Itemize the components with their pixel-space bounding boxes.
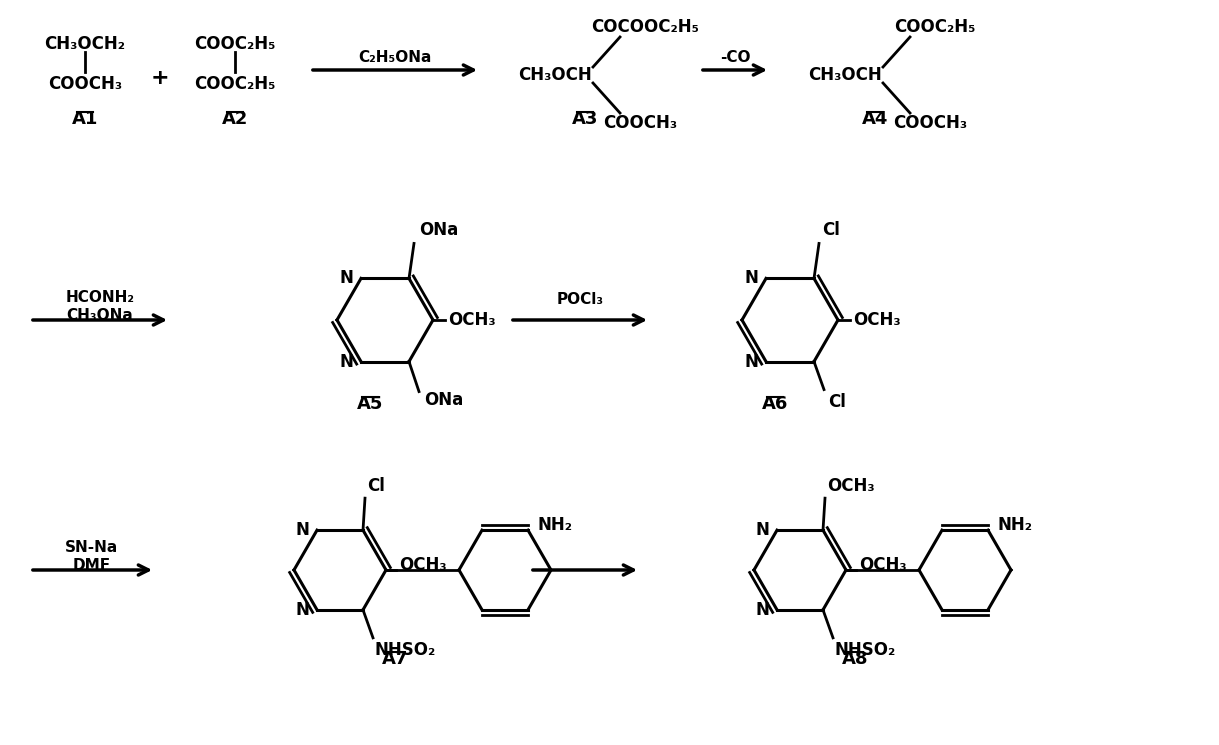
Text: OCH₃: OCH₃	[853, 311, 901, 329]
Text: A3: A3	[572, 110, 599, 128]
Text: CH₃ONa: CH₃ONa	[67, 308, 133, 323]
Text: CH₃OCH: CH₃OCH	[808, 66, 881, 84]
Text: OCH₃: OCH₃	[859, 556, 907, 574]
Text: NH₂: NH₂	[998, 516, 1032, 534]
Text: OCH₃: OCH₃	[449, 311, 496, 329]
Text: ONa: ONa	[424, 390, 463, 408]
Text: COOCH₃: COOCH₃	[603, 114, 677, 132]
Text: CH₃OCH₂: CH₃OCH₂	[45, 35, 126, 53]
Text: COCOOC₂H₅: COCOOC₂H₅	[591, 18, 698, 36]
Text: N: N	[755, 600, 769, 619]
Text: A5: A5	[357, 395, 383, 413]
Text: +: +	[151, 68, 169, 88]
Text: HCONH₂: HCONH₂	[66, 290, 134, 305]
Text: N: N	[755, 522, 769, 539]
Text: C₂H₅ONa: C₂H₅ONa	[358, 50, 432, 65]
Text: N: N	[744, 270, 758, 288]
Text: NHSO₂: NHSO₂	[835, 641, 896, 659]
Text: OCH₃: OCH₃	[826, 477, 874, 495]
Text: N: N	[339, 352, 354, 370]
Text: N: N	[295, 600, 308, 619]
Text: NH₂: NH₂	[538, 516, 573, 534]
Text: POCl₃: POCl₃	[556, 292, 603, 307]
Text: DMF: DMF	[73, 558, 111, 573]
Text: NHSO₂: NHSO₂	[375, 641, 436, 659]
Text: Cl: Cl	[367, 477, 385, 495]
Text: Cl: Cl	[828, 393, 846, 410]
Text: N: N	[339, 270, 354, 288]
Text: COOCH₃: COOCH₃	[894, 114, 967, 132]
Text: COOC₂H₅: COOC₂H₅	[194, 35, 275, 53]
Text: -CO: -CO	[719, 50, 750, 65]
Text: Cl: Cl	[822, 221, 840, 239]
Text: COOC₂H₅: COOC₂H₅	[895, 18, 975, 36]
Text: A2: A2	[222, 110, 249, 128]
Text: OCH₃: OCH₃	[399, 556, 446, 574]
Text: A7: A7	[382, 650, 408, 668]
Text: A1: A1	[72, 110, 99, 128]
Text: A4: A4	[862, 110, 889, 128]
Text: CH₃OCH: CH₃OCH	[518, 66, 592, 84]
Text: N: N	[744, 352, 758, 370]
Text: COOC₂H₅: COOC₂H₅	[194, 75, 275, 93]
Text: ONa: ONa	[419, 221, 458, 239]
Text: A8: A8	[842, 650, 868, 668]
Text: SN-Na: SN-Na	[66, 540, 118, 555]
Text: N: N	[295, 522, 308, 539]
Text: A6: A6	[762, 395, 789, 413]
Text: COOCH₃: COOCH₃	[48, 75, 122, 93]
